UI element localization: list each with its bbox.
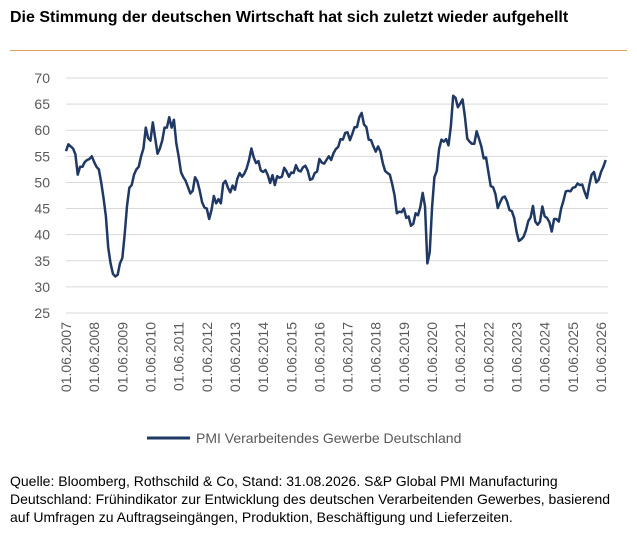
y-tick-label: 60 bbox=[34, 122, 50, 138]
y-tick-label: 40 bbox=[34, 227, 50, 243]
x-tick-label: 01.06.2021 bbox=[452, 322, 468, 392]
x-tick-label: 01.06.2019 bbox=[396, 322, 412, 392]
x-tick-label: 01.06.2011 bbox=[171, 322, 187, 391]
y-tick-label: 45 bbox=[34, 201, 50, 217]
x-tick-label: 01.06.2022 bbox=[480, 322, 496, 392]
x-tick-label: 01.06.2023 bbox=[509, 322, 525, 392]
chart-title: Die Stimmung der deutschen Wirtschaft ha… bbox=[10, 9, 569, 26]
y-tick-label: 30 bbox=[34, 279, 50, 295]
x-tick-label: 01.06.2007 bbox=[58, 322, 74, 392]
x-tick-label: 01.06.2018 bbox=[368, 322, 384, 392]
x-tick-label: 01.06.2015 bbox=[283, 322, 299, 392]
x-tick-label: 01.06.2026 bbox=[593, 322, 609, 392]
x-tick-label: 01.06.2013 bbox=[227, 322, 243, 392]
x-tick-label: 01.06.2009 bbox=[114, 322, 130, 392]
x-tick-label: 01.06.2010 bbox=[142, 322, 158, 392]
x-tick-label: 01.06.2012 bbox=[199, 322, 215, 392]
source-note: Quelle: Bloomberg, Rothschild & Co, Stan… bbox=[10, 473, 611, 525]
x-tick-label: 01.06.2014 bbox=[255, 322, 271, 392]
x-tick-label: 01.06.2016 bbox=[311, 322, 327, 392]
y-tick-label: 35 bbox=[34, 253, 50, 269]
title-rule bbox=[10, 50, 627, 51]
x-tick-label: 01.06.2025 bbox=[565, 322, 581, 392]
y-tick-label: 25 bbox=[34, 305, 50, 321]
y-tick-label: 65 bbox=[34, 96, 50, 112]
x-tick-label: 01.06.2017 bbox=[340, 322, 356, 392]
y-tick-label: 50 bbox=[34, 174, 50, 190]
x-tick-label: 01.06.2024 bbox=[537, 322, 553, 392]
y-tick-label: 55 bbox=[34, 148, 50, 164]
legend-label: PMI Verarbeitendes Gewerbe Deutschland bbox=[196, 430, 461, 446]
x-tick-label: 01.06.2020 bbox=[424, 322, 440, 392]
chart: 25 30 35 40 45 50 55 60 65 70 01.06.2007 01.06.2008… bbox=[34, 70, 609, 446]
y-tick-label: 70 bbox=[34, 70, 50, 86]
data-line bbox=[64, 94, 607, 278]
x-tick-label: 01.06.2008 bbox=[86, 322, 102, 392]
